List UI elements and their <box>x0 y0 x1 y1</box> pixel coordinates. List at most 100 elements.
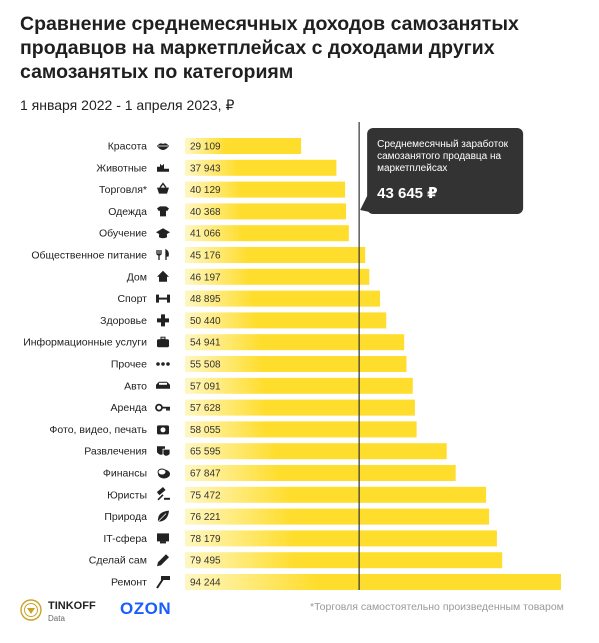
cat-icon <box>157 163 169 172</box>
callout-box <box>367 128 524 214</box>
category-label: Информационные услуги <box>23 337 147 349</box>
category-label: Дом <box>127 271 147 283</box>
category-label: Фото, видео, печать <box>49 424 147 436</box>
bar <box>185 356 407 372</box>
bar-value-label: 45 176 <box>190 251 221 262</box>
coins-icon <box>157 468 170 479</box>
bar <box>185 465 456 481</box>
bar-value-label: 41 066 <box>190 229 221 240</box>
bar-row: 75 472 Юристы <box>107 486 487 503</box>
leaf-icon <box>157 510 169 522</box>
car-icon <box>156 381 170 389</box>
bar <box>185 290 381 307</box>
category-label: Ремонт <box>111 577 147 589</box>
bar <box>185 486 487 503</box>
bar-value-label: 76 221 <box>190 512 221 523</box>
bar-value-label: 65 595 <box>190 447 221 458</box>
bar-row: 40 129 Торговля* <box>99 181 346 198</box>
bar <box>185 508 490 525</box>
callout-value: 43 645 ₽ <box>377 185 437 202</box>
medical-cross-icon <box>157 314 169 327</box>
category-label: Общественное питание <box>31 250 147 262</box>
bar <box>185 334 405 351</box>
tinkoff-sub: Data <box>48 614 65 623</box>
bar-value-label: 58 055 <box>190 425 221 436</box>
bar <box>185 247 366 263</box>
category-label: Спорт <box>117 293 147 305</box>
theater-masks-icon <box>157 446 171 457</box>
bar-row: 58 055 Фото, видео, печать <box>49 421 417 438</box>
bar <box>185 399 415 416</box>
category-label: Животные <box>96 162 147 174</box>
category-label: Природа <box>104 511 147 523</box>
basket-icon <box>157 182 169 194</box>
bar-row: 79 495 Сделай сам <box>89 552 503 569</box>
bar-value-label: 78 179 <box>190 534 221 545</box>
bar-row: 41 066 Обучение <box>99 225 349 242</box>
bar-value-label: 37 943 <box>190 163 221 174</box>
bar-row: 57 091 Авто <box>124 377 413 394</box>
bar-row: 78 179 IT-сфера <box>103 530 497 547</box>
bar <box>185 552 503 569</box>
bar-row: 48 895 Спорт <box>117 290 381 307</box>
bar-value-label: 48 895 <box>190 294 221 305</box>
graduation-cap-icon <box>156 228 170 239</box>
bar-row: 50 440 Здоровье <box>100 312 387 329</box>
callout-label: Среднемесячный заработок самозанятого про… <box>377 138 509 174</box>
chart-title: Сравнение среднемесячных доходов самозан… <box>20 13 519 83</box>
tshirt-icon <box>157 206 169 217</box>
bar-row: 57 628 Аренда <box>111 399 415 416</box>
footnote: *Торговля самостоятельно произведенным т… <box>310 601 564 613</box>
bar <box>185 377 413 394</box>
hammer-icon <box>156 576 170 589</box>
bar <box>185 312 387 329</box>
bar-value-label: 75 472 <box>190 490 221 501</box>
bar-value-label: 94 244 <box>190 578 221 589</box>
tinkoff-name: TINKOFF <box>48 600 96 612</box>
category-label: Аренда <box>111 402 148 414</box>
bar-row: 67 847 Финансы <box>103 465 456 481</box>
dots-icon <box>156 362 170 366</box>
bar-value-label: 57 628 <box>190 403 221 414</box>
house-icon <box>157 270 169 282</box>
bar-value-label: 67 847 <box>190 469 221 480</box>
category-label: Юристы <box>107 489 147 501</box>
category-label: Авто <box>124 380 147 392</box>
bar-row: 55 508 Прочее <box>111 356 407 372</box>
computer-icon <box>157 533 169 544</box>
bar-row: 29 109 Красота <box>108 138 302 154</box>
tinkoff-data-logo: TINKOFF Data <box>20 597 96 625</box>
bar-row: 37 943 Животные <box>96 159 337 176</box>
bar-value-label: 57 091 <box>190 381 221 392</box>
bar-row: 45 176 Общественное питание <box>31 247 366 263</box>
pencil-icon <box>157 554 169 567</box>
bar <box>185 203 347 220</box>
bar-value-label: 50 440 <box>190 316 221 327</box>
reference-callout: Среднемесячный заработок самозанятого про… <box>358 122 524 590</box>
bar-value-label: 29 109 <box>190 142 221 153</box>
bar <box>185 181 346 198</box>
bar <box>185 443 447 460</box>
bar-row: 40 368 Одежда <box>108 203 347 220</box>
bar-row: 54 941 Информационные услуги <box>23 334 405 351</box>
bar <box>185 268 370 285</box>
bar-value-label: 79 495 <box>190 556 221 567</box>
category-label: IT-сфера <box>103 533 147 545</box>
category-label: Сделай сам <box>89 555 147 567</box>
ozon-logo: OZON <box>120 599 172 618</box>
bar-value-label: 55 508 <box>190 360 221 371</box>
dumbbell-icon <box>156 294 170 303</box>
category-label: Торговля* <box>99 184 147 196</box>
bar <box>185 574 561 590</box>
category-label: Прочее <box>111 359 147 371</box>
category-label: Одежда <box>108 206 147 218</box>
gavel-icon <box>156 486 170 501</box>
bar-chart: 29 109 Красота 37 943 Животные 40 129 Торговл… <box>23 122 561 590</box>
bar-row: 76 221 Природа <box>104 508 490 525</box>
tinkoff-emblem-icon <box>20 599 42 621</box>
category-label: Обучение <box>99 228 147 240</box>
camera-icon <box>157 425 169 435</box>
bar-value-label: 54 941 <box>190 338 221 349</box>
bar <box>185 138 302 154</box>
bar-value-label: 40 129 <box>190 185 221 196</box>
